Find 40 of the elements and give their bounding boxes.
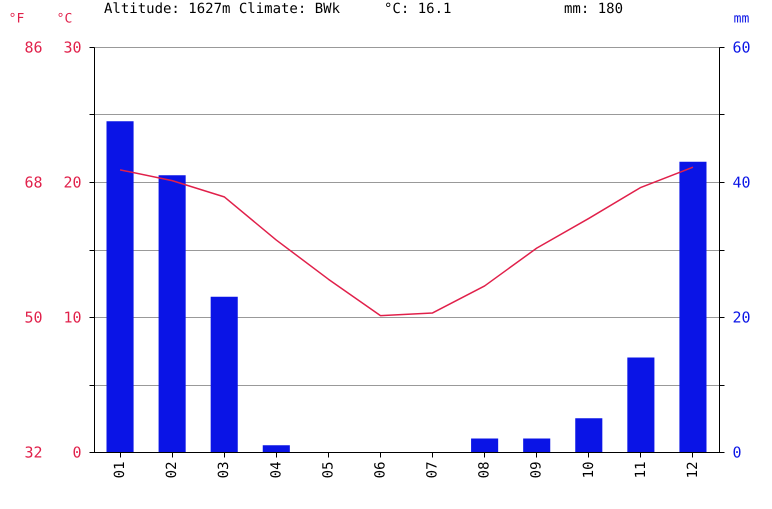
y-tick-label: 10 (63, 308, 82, 326)
bar (106, 121, 134, 452)
x-tick-label: 11 (632, 462, 649, 478)
y-tick-label: 30 (63, 38, 82, 56)
x-tick-label: 10 (580, 462, 597, 478)
y3-tick-label: 68 (24, 174, 42, 192)
bar (627, 358, 654, 452)
y-axis-title: °C (56, 12, 72, 26)
x-tick-label: 07 (424, 462, 441, 478)
x-tick-label: 05 (320, 462, 336, 478)
bar (210, 296, 238, 452)
x-tick-label: 04 (268, 462, 284, 478)
bar (679, 162, 706, 452)
text: °C: 16.1 (384, 1, 452, 17)
x-tick-label: 01 (112, 462, 128, 478)
x-tick-label: 03 (216, 462, 232, 478)
y2-tick-label: 40 (732, 174, 751, 192)
x-tick-label: 12 (684, 462, 701, 478)
y2-axis-title: mm (734, 12, 750, 26)
y3-axis-title: °F (8, 12, 24, 26)
y2-tick-label: 0 (732, 444, 742, 462)
bar (575, 418, 602, 452)
y2-tick-label: 60 (732, 38, 751, 56)
line-series (119, 166, 694, 316)
bar (158, 175, 186, 452)
y3-tick-label: 32 (24, 444, 42, 462)
y-tick-label: 20 (63, 174, 82, 192)
bar (523, 438, 550, 452)
x-tick-label: 08 (476, 462, 493, 478)
x-tick-label: 06 (372, 462, 388, 478)
y2-tick-label: 20 (732, 308, 751, 326)
text: mm: 180 (564, 1, 624, 17)
y3-tick-label: 50 (24, 308, 42, 326)
x-tick-label: 02 (164, 462, 180, 478)
y-tick-label: 0 (72, 444, 82, 462)
x-tick-label: 09 (528, 462, 545, 478)
bar (471, 438, 498, 452)
bar (262, 445, 290, 452)
y3-tick-label: 86 (24, 38, 42, 56)
chart-title: Altitude: 1627m Climate: BWk (104, 1, 341, 17)
